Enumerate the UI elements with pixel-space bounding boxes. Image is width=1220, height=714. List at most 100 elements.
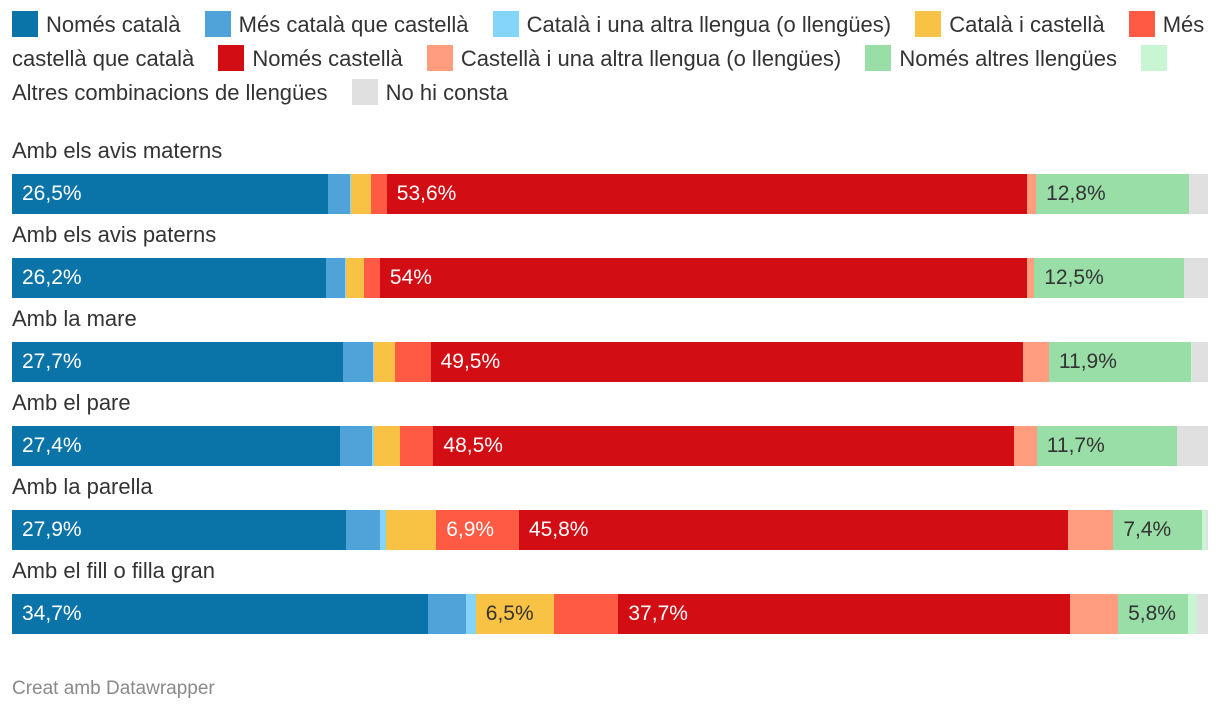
bar-segment [371,174,387,214]
bar-segment [12,342,344,382]
stacked-bar: 26,2% 54% 12,5% [12,258,1208,298]
bar-segment [373,426,400,466]
bar-segment [379,258,1028,298]
bar-segment [1202,510,1206,550]
legend-item: Català i una altra llengua (o llengües) [492,11,892,37]
chart-legend: Només català Més català que castellà Cat… [12,8,1212,110]
legend-item: Castellà i una altra llengua (o llengües… [426,45,842,71]
bar-segment [325,258,346,298]
bar-segment [1048,342,1192,382]
bar-segment [350,174,372,214]
bar-segment [12,258,326,298]
credit-text[interactable]: Creat amb Datawrapper [12,678,215,699]
bar-segment [1205,510,1208,550]
legend-label: Només altres llengües [899,46,1118,71]
legend-swatch [492,11,519,37]
bar-segment [12,426,341,466]
bar-segment [1113,510,1202,550]
stacked-bar: 26,5% 53,6% 12,8% [12,174,1208,214]
stacked-bar-chart: Amb els avis materns 26,5% 53,6% 12,8% Amb e… [0,130,1220,650]
stacked-bar: 27,7% 49,5% 11,9% [12,342,1208,382]
legend-label: Català i una altra llengua (o llengües) [526,12,892,37]
bar-segment [1070,594,1119,634]
bar-segment [1034,258,1185,298]
bar-segment [12,510,347,550]
legend-item: No hi consta [351,79,508,105]
bar-segment [372,426,374,466]
bar-segment [346,510,380,550]
category-label: Amb la mare [12,306,137,331]
legend-swatch [218,45,245,71]
bar-segment [1022,342,1049,382]
bar-segment [1191,342,1193,382]
legend-swatch [865,45,892,71]
legend-item: Més castellà que català [12,11,1205,71]
bar-segment [346,258,365,298]
bar-segment [430,342,1023,382]
legend-swatch [915,11,942,37]
bar-segment [475,594,554,634]
bar-segment [1187,594,1198,634]
bar-segment [1118,594,1188,634]
bar-segment [1026,174,1037,214]
stacked-bar: 34,7% 6,5% 37,7% 5,8% [12,594,1208,634]
legend-swatch [1128,11,1155,37]
legend-label: Només català [46,12,181,37]
legend-label: Català i castellà [949,12,1105,37]
bar-segment [374,342,395,382]
legend-swatch [426,45,453,71]
legend-item: Català i castellà [915,11,1105,37]
bar-segment [1188,174,1208,214]
bar-segment [553,594,619,634]
legend-label: Més castellà que català [12,12,1205,71]
legend-label: Castellà i una altra llengua (o llengües… [460,46,842,71]
stacked-bar: 27,4% 48,5% 11,7% [12,426,1208,466]
bar-segment [399,426,434,466]
bar-segment [618,594,1071,634]
bar-segment [1192,342,1208,382]
legend-item: Altres combinacions de llengües [12,45,1175,105]
bar-segment [12,174,329,214]
bar-segment [1197,594,1208,634]
legend-swatch [1141,45,1168,71]
bar-segment [1036,174,1189,214]
bar-segment [349,174,351,214]
bar-segment [433,426,1015,466]
bar-segment [340,426,373,466]
category-label: Amb el pare [12,390,131,415]
bar-segment [345,258,347,298]
bar-segment [386,174,1027,214]
bar-segment [1184,258,1208,298]
bar-segment [1067,510,1114,550]
bar-segment [385,510,437,550]
category-label: Amb la parella [12,474,153,499]
legend-item: Només altres llengües [865,45,1118,71]
category-label: Amb els avis materns [12,138,223,163]
bar-segment [343,342,374,382]
stacked-bar: 27,9% 6,9% 45,8% 7,4% [12,510,1208,550]
bar-segment [379,510,386,550]
legend-item: Només català [12,11,181,37]
bar-segment [1027,258,1035,298]
category-label: Amb els avis paterns [12,222,217,247]
bar-segment [436,510,519,550]
legend-label: No hi consta [385,80,508,105]
bar-segment [518,510,1068,550]
legend-swatch [351,79,378,105]
legend-label: Altres combinacions de llengües [12,80,328,105]
bar-segment [373,342,375,382]
legend-label: Més català que castellà [238,12,469,37]
legend-swatch [204,11,231,37]
bar-segment [466,594,476,634]
bar-segment [328,174,350,214]
bar-segment [12,594,428,634]
bar-segment [364,258,380,298]
category-label: Amb el fill o filla gran [12,558,215,583]
legend-swatch [12,11,38,37]
legend-label: Només castellà [252,46,403,71]
bar-segment [394,342,431,382]
legend-item: Més català que castellà [204,11,469,37]
bar-segment [1014,426,1037,466]
bar-segment [427,594,467,634]
bar-segment [1036,426,1177,466]
